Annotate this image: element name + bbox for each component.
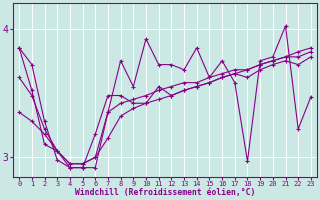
X-axis label: Windchill (Refroidissement éolien,°C): Windchill (Refroidissement éolien,°C)	[75, 188, 255, 197]
